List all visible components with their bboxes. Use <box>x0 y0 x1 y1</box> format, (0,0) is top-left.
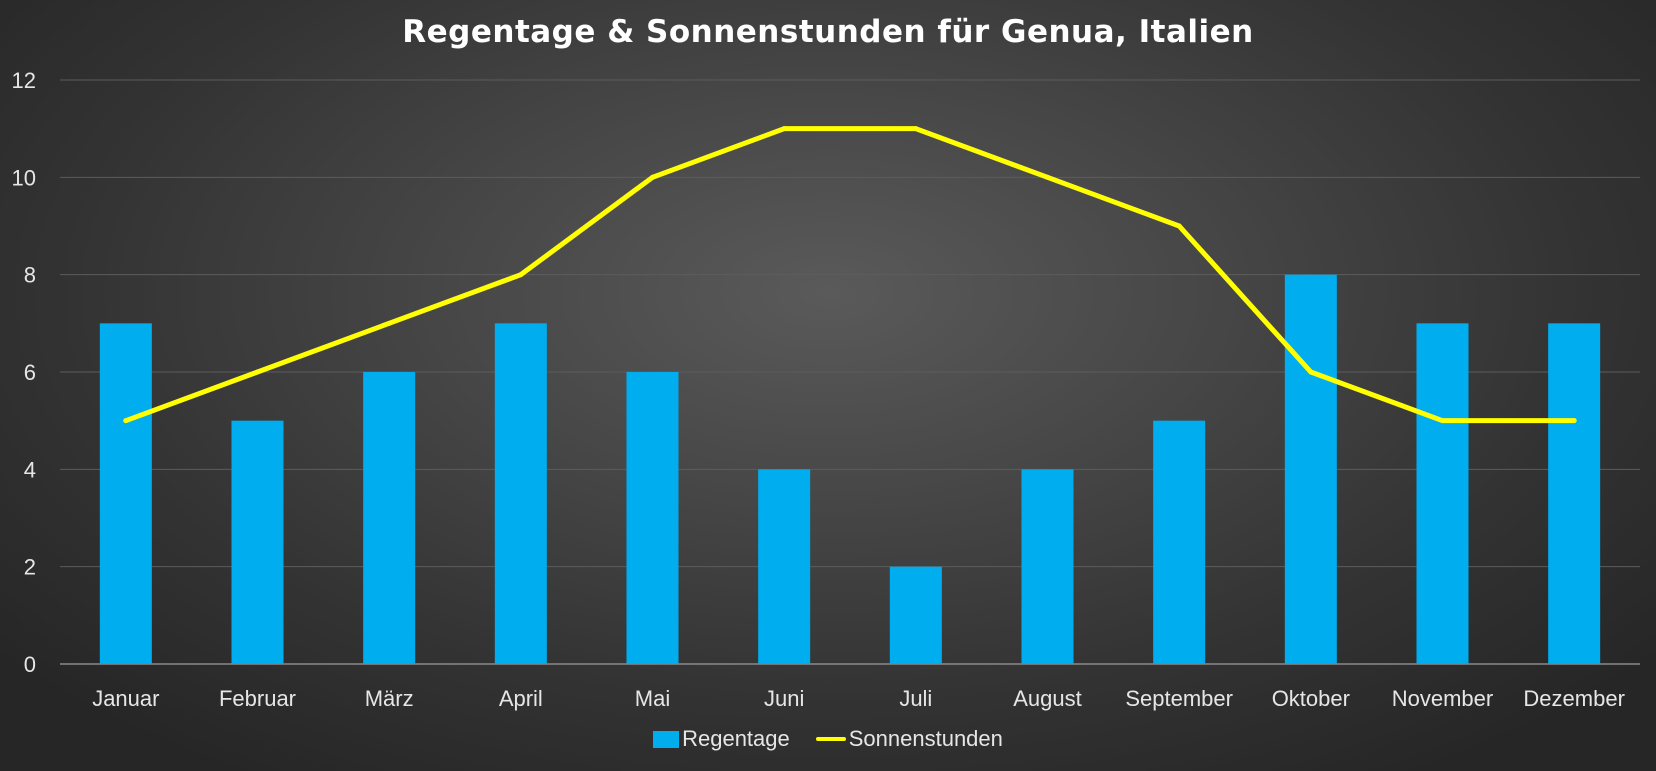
bar-regentage-dezember[interactable] <box>1548 323 1601 664</box>
x-tick-label: August <box>1013 686 1082 711</box>
point-sonnenstunden-mai[interactable] <box>650 174 655 180</box>
x-tick-label: Januar <box>92 686 159 711</box>
bar-regentage-mai[interactable] <box>626 372 679 664</box>
bar-regentage-april[interactable] <box>494 323 547 664</box>
point-sonnenstunden-dezember[interactable] <box>1571 418 1577 424</box>
x-tick-label: April <box>499 686 543 711</box>
bar-regentage-januar[interactable] <box>99 323 152 664</box>
x-tick-label: Juni <box>764 686 804 711</box>
x-tick-label: September <box>1125 686 1233 711</box>
legend-swatch-line <box>815 737 846 741</box>
x-tick-label: November <box>1392 686 1493 711</box>
bar-regentage-juli[interactable] <box>889 566 942 664</box>
line-sonnenstunden[interactable] <box>123 126 1577 424</box>
bar-regentage-september[interactable] <box>1153 420 1206 664</box>
legend-item-regentage[interactable]: Regentage <box>653 726 790 752</box>
chart-title: Regentage & Sonnenstunden für Genua, Ita… <box>402 14 1254 50</box>
legend: Regentage Sonnenstunden <box>0 726 1656 752</box>
legend-label-sonnenstunden: Sonnenstunden <box>848 726 1003 751</box>
gridlines <box>60 79 1640 665</box>
legend-item-sonnenstunden[interactable]: Sonnenstunden <box>815 726 1003 752</box>
legend-swatch-bar <box>653 730 680 748</box>
point-sonnenstunden-februar[interactable] <box>255 369 260 375</box>
x-tick-label: Februar <box>219 686 296 711</box>
y-tick-label: 2 <box>24 555 36 580</box>
y-tick-label: 12 <box>12 68 36 93</box>
legend-label-regentage: Regentage <box>682 726 790 751</box>
point-sonnenstunden-märz[interactable] <box>386 320 392 326</box>
bar-regentage-juni[interactable] <box>758 469 811 664</box>
point-sonnenstunden-august[interactable] <box>1045 174 1050 180</box>
x-tick-label: März <box>365 686 414 711</box>
point-sonnenstunden-januar[interactable] <box>123 418 129 424</box>
y-tick-label: 8 <box>24 263 36 288</box>
y-tick-label: 0 <box>24 652 36 677</box>
point-sonnenstunden-juni[interactable] <box>781 126 787 132</box>
bar-series <box>99 274 1601 664</box>
x-tick-label: Oktober <box>1272 686 1350 711</box>
point-sonnenstunden-november[interactable] <box>1440 418 1445 424</box>
bar-regentage-oktober[interactable] <box>1284 274 1337 664</box>
y-axis-ticks: 0 2 4 6 8 10 12 <box>12 68 36 677</box>
point-sonnenstunden-september[interactable] <box>1176 223 1182 229</box>
point-sonnenstunden-juli[interactable] <box>913 126 919 132</box>
bar-regentage-märz[interactable] <box>363 372 416 664</box>
x-tick-label: Juli <box>899 686 932 711</box>
point-sonnenstunden-oktober[interactable] <box>1308 369 1314 375</box>
x-axis-ticks: Januar Februar März April Mai Juni Juli August S… <box>92 686 1625 711</box>
bar-regentage-november[interactable] <box>1416 323 1469 664</box>
y-tick-label: 4 <box>24 457 36 482</box>
x-tick-label: Mai <box>635 686 670 711</box>
y-tick-label: 10 <box>12 165 36 190</box>
bar-regentage-august[interactable] <box>1021 469 1074 664</box>
point-sonnenstunden-april[interactable] <box>518 272 524 278</box>
bar-regentage-februar[interactable] <box>231 420 284 664</box>
x-tick-label: Dezember <box>1523 686 1624 711</box>
y-tick-label: 6 <box>24 360 36 385</box>
line-series <box>123 126 1577 424</box>
